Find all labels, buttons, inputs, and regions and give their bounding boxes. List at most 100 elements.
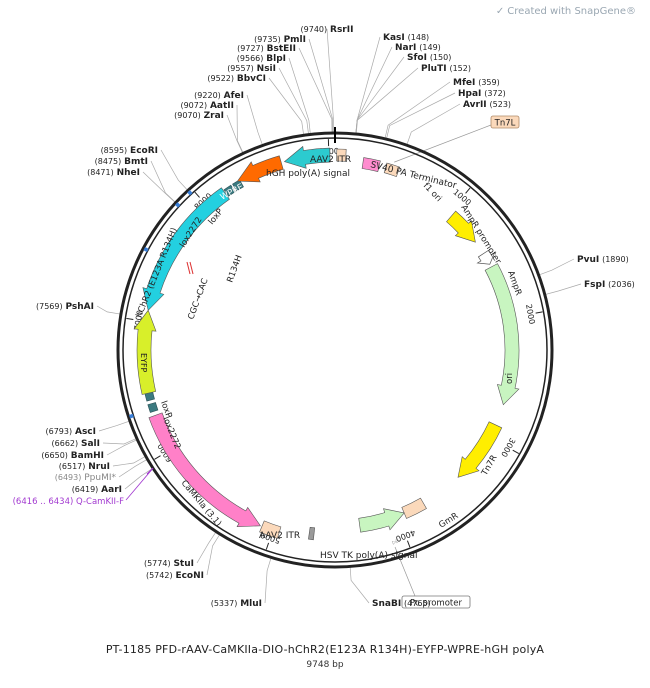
site-position: (9735) xyxy=(254,35,281,44)
site-name: EcoNI xyxy=(175,571,204,581)
site-name: BbvCI xyxy=(237,74,266,84)
site-position: (152) xyxy=(449,64,471,73)
site-leader xyxy=(298,47,333,134)
site-position: (6662) xyxy=(52,439,79,448)
hchr2-label: hChR2 (E123A R134H) xyxy=(135,226,180,319)
site-name: PpuMI* xyxy=(84,473,116,483)
camk-arrow xyxy=(148,412,261,528)
tick-mark xyxy=(512,449,520,455)
site-position: (8475) xyxy=(95,157,122,166)
site-name: BlpI xyxy=(266,54,286,64)
tick-mark xyxy=(154,455,161,460)
site-label: (6493) PpuMI* xyxy=(55,473,117,483)
site-label: NarI (149) xyxy=(395,43,441,53)
site-label: (8595) EcoRI xyxy=(101,146,158,156)
site-label: (9070) ZraI xyxy=(174,111,224,121)
tick-mark xyxy=(465,187,471,194)
site-leader xyxy=(124,467,154,490)
site-position: (9522) xyxy=(207,74,234,83)
tick-mark xyxy=(265,542,270,550)
mutation-mark xyxy=(186,261,191,275)
site-label: (5337) MluI xyxy=(211,599,262,609)
site-leader xyxy=(538,258,575,276)
site-name: NheI xyxy=(117,168,140,178)
site-label: AvrII (523) xyxy=(463,100,511,110)
site-label: KasI (148) xyxy=(383,33,429,43)
primer-label: (6416 .. 6434) Q-CamKII-F xyxy=(13,497,124,507)
site-position: (8595) xyxy=(101,146,128,155)
check-icon: ✓ xyxy=(495,6,505,17)
aav2-itr-bottom-box xyxy=(259,520,282,539)
site-name: ZraI xyxy=(204,111,224,121)
tn7l-leader xyxy=(394,124,492,163)
site-leader xyxy=(406,103,461,146)
site-name: AvrII xyxy=(463,100,487,110)
site-position: (2036) xyxy=(608,280,635,289)
tick-label: 7000 xyxy=(133,310,145,331)
site-name: BmtI xyxy=(124,157,148,167)
credit-mark: ® xyxy=(626,6,636,17)
primer-name: Q-CamKII-F xyxy=(76,497,124,507)
mutation-name-label: R134H xyxy=(225,254,244,284)
site-name: MluI xyxy=(240,599,262,609)
site-name: FspI xyxy=(584,280,605,290)
site-label: MfeI (359) xyxy=(453,78,500,88)
site-leader xyxy=(98,420,131,432)
site-label: (9522) BbvCI xyxy=(207,74,266,84)
backbone: 100020003000400050006000700080009000 xyxy=(116,127,554,569)
site-leader xyxy=(226,114,244,154)
site-label: (9727) BstEII xyxy=(237,44,296,54)
site-leader xyxy=(196,531,217,564)
wpre-label: WPRE xyxy=(219,182,246,202)
site-leader xyxy=(150,160,177,203)
site-leader xyxy=(206,533,221,576)
tn7l-box xyxy=(383,162,401,177)
hsv-polya-box xyxy=(308,526,316,541)
site-leader xyxy=(386,92,456,140)
gmr-label: GmR xyxy=(437,511,460,531)
site-label: (6419) AarI xyxy=(72,485,122,495)
site-name: AfeI xyxy=(224,91,244,101)
site-name: HpaI xyxy=(458,89,481,99)
site-position: (9727) xyxy=(237,44,264,53)
hgh-polya-label: hGH poly(A) signal xyxy=(266,169,350,179)
mutation-mark xyxy=(189,261,194,275)
tick-mark xyxy=(535,311,543,314)
aav2-itr-top-label: AAV2 ITR xyxy=(310,155,351,165)
site-name: MfeI xyxy=(453,78,475,88)
ori-arrow xyxy=(457,421,503,478)
site-name: SfoI xyxy=(407,53,427,63)
site-leader xyxy=(326,28,334,134)
site-position: (148) xyxy=(408,33,430,42)
site-leader xyxy=(349,566,370,604)
site-position: (9566) xyxy=(237,54,264,63)
site-leader xyxy=(106,439,138,456)
site-name: AscI xyxy=(75,427,96,437)
site-name: SnaBI xyxy=(372,599,401,609)
site-name: NruI xyxy=(88,462,110,472)
mutation-codon-label: CGC→CAC xyxy=(186,277,210,321)
site-name: StuI xyxy=(173,559,194,569)
credit-text: Created with SnapGene xyxy=(507,6,626,17)
ampr-arrow xyxy=(484,263,520,406)
site-name: NsiI xyxy=(257,64,276,74)
site-label: (7569) PshAI xyxy=(36,302,94,312)
site-name: AatII xyxy=(210,101,234,111)
site-leader xyxy=(268,77,305,136)
site-label: SnaBI (4765) xyxy=(372,599,431,609)
site-label: PluTI (152) xyxy=(421,64,471,74)
site-label: (8475) BmtI xyxy=(95,157,148,167)
site-name: PshAI xyxy=(65,302,94,312)
site-label: (9740) RsrII xyxy=(301,25,354,35)
primer-arrow xyxy=(146,467,154,475)
tick-label: 2000 xyxy=(524,303,537,325)
site-position: (9220) xyxy=(194,91,221,100)
site-position: (6493) xyxy=(55,473,82,482)
pc-promoter-glyph: ▷▷ xyxy=(392,538,401,546)
sv40-label: SV40 PA Terminator xyxy=(369,160,457,191)
site-label: SfoI (150) xyxy=(407,53,451,63)
pc-promoter-label: Pc promoter xyxy=(410,599,462,609)
site-label: (6793) AscI xyxy=(46,427,97,437)
site-leader xyxy=(355,67,419,135)
